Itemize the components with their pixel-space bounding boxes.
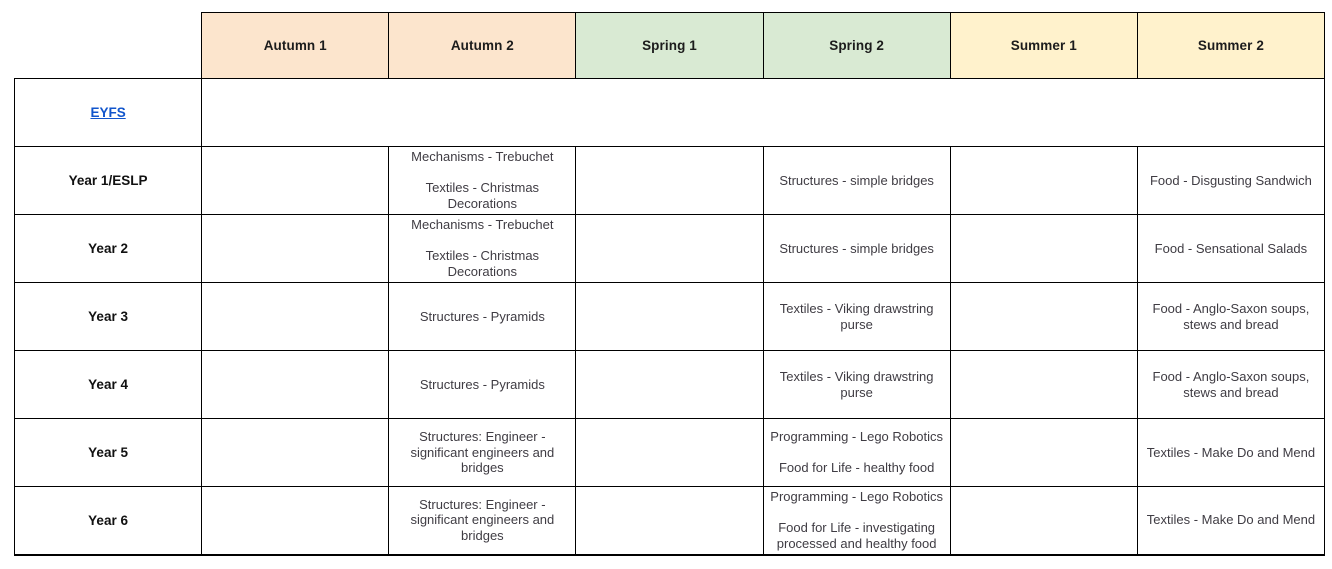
cell-year-3-autumn-2: Structures - Pyramids bbox=[388, 282, 577, 351]
cell-entry: Food - Anglo-Saxon soups, stews and brea… bbox=[1152, 300, 1310, 332]
cell-year-6-spring-2: Programming - Lego Robotics Food for Life… bbox=[762, 485, 951, 556]
column-header-autumn-1: Autumn 1 bbox=[201, 12, 390, 79]
row-label-cell-year-6: Year 6 bbox=[13, 485, 203, 556]
cell-entry: Textiles - Christmas Decorations bbox=[425, 180, 540, 211]
cell-entry: Structures - Pyramids bbox=[419, 376, 545, 392]
cell-year-1-eslp-autumn-2: Mechanisms - Trebuchet Textiles - Christm… bbox=[388, 146, 577, 215]
cell-entry: Textiles - Christmas Decorations bbox=[425, 248, 540, 279]
row-label: Year 3 bbox=[88, 309, 128, 324]
column-header-spring-1: Spring 1 bbox=[575, 12, 764, 79]
row-label-cell-year-5: Year 5 bbox=[13, 418, 203, 487]
cell-year-4-summer-2: Food - Anglo-Saxon soups, stews and brea… bbox=[1136, 350, 1326, 419]
cell-entry: Food - Sensational Salads bbox=[1154, 240, 1308, 256]
row-label: Year 4 bbox=[88, 377, 128, 392]
merged-empty-cell-eyfs bbox=[201, 78, 1325, 147]
cell-entry: Mechanisms - Trebuchet bbox=[411, 149, 554, 165]
row-label-cell-year-3: Year 3 bbox=[13, 282, 203, 351]
cell-year-4-autumn-2: Structures - Pyramids bbox=[388, 350, 577, 419]
cell-year-5-summer-2: Textiles - Make Do and Mend bbox=[1136, 418, 1326, 487]
table-row-year-1-eslp: Year 1/ESLP Mechanisms - Trebuchet Textile… bbox=[13, 146, 1326, 215]
cell-year-6-spring-1 bbox=[575, 485, 764, 556]
cell-year-6-summer-2: Textiles - Make Do and Mend bbox=[1136, 485, 1326, 556]
cell-year-4-spring-2: Textiles - Viking drawstring purse bbox=[762, 350, 951, 419]
cell-year-2-autumn-1 bbox=[201, 214, 390, 283]
cell-year-5-spring-2: Programming - Lego Robotics Food for Life… bbox=[762, 418, 951, 487]
table-header: Autumn 1 Autumn 2 Spring 1 Spring 2 Summer 1… bbox=[15, 12, 1326, 79]
cell-year-4-autumn-1 bbox=[201, 350, 390, 419]
row-label-cell-year-2: Year 2 bbox=[13, 214, 203, 283]
cell-entry: Food for Life - healthy food bbox=[778, 460, 935, 475]
cell-entry: Programming - Lego Robotics bbox=[770, 489, 943, 504]
cell-year-3-spring-2: Textiles - Viking drawstring purse bbox=[762, 282, 951, 351]
cell-year-1-eslp-summer-1 bbox=[949, 146, 1138, 215]
cell-entry: Structures - Pyramids bbox=[419, 308, 545, 324]
cell-year-6-summer-1 bbox=[949, 485, 1138, 556]
column-header-spring-2: Spring 2 bbox=[762, 12, 951, 79]
corner-cell bbox=[15, 13, 202, 79]
row-label: Year 2 bbox=[88, 241, 128, 256]
cell-year-5-autumn-1 bbox=[201, 418, 390, 487]
row-label-cell-year-1-eslp: Year 1/ESLP bbox=[13, 146, 203, 215]
column-header-autumn-2: Autumn 2 bbox=[388, 12, 577, 79]
table-row-year-3: Year 3 Structures - Pyramids Textiles - Vi… bbox=[13, 282, 1326, 351]
cell-year-1-eslp-summer-2: Food - Disgusting Sandwich bbox=[1136, 146, 1326, 215]
cell-year-2-spring-2: Structures - simple bridges bbox=[762, 214, 951, 283]
cell-entry: Textiles - Viking drawstring purse bbox=[779, 368, 934, 400]
cell-year-1-eslp-spring-1 bbox=[575, 146, 764, 215]
row-label: Year 1/ESLP bbox=[68, 173, 148, 188]
row-label-cell-eyfs: EYFS bbox=[13, 78, 203, 147]
cell-year-5-spring-1 bbox=[575, 418, 764, 487]
cell-entry: Structures: Engineer - significant engin… bbox=[410, 496, 555, 544]
cell-year-1-eslp-autumn-1 bbox=[201, 146, 390, 215]
cell-year-5-autumn-2: Structures: Engineer - significant engin… bbox=[388, 418, 577, 487]
header-row: Autumn 1 Autumn 2 Spring 1 Spring 2 Summer 1… bbox=[15, 12, 1326, 79]
cell-entry: Food - Anglo-Saxon soups, stews and brea… bbox=[1152, 368, 1310, 400]
cell-entry: Structures - simple bridges bbox=[779, 172, 934, 188]
cell-entry: Structures: Engineer - significant engin… bbox=[410, 428, 555, 476]
row-label: Year 5 bbox=[88, 445, 128, 460]
table-row-year-5: Year 5 Structures: Engineer - significant… bbox=[13, 418, 1326, 487]
cell-entry: Textiles - Viking drawstring purse bbox=[779, 300, 934, 332]
table-row-eyfs: EYFS bbox=[13, 78, 1325, 147]
column-header-summer-1: Summer 1 bbox=[949, 12, 1138, 79]
cell-year-6-autumn-1 bbox=[201, 485, 390, 556]
cell-year-3-summer-1 bbox=[949, 282, 1138, 351]
cell-year-4-spring-1 bbox=[575, 350, 764, 419]
cell-year-3-summer-2: Food - Anglo-Saxon soups, stews and brea… bbox=[1136, 282, 1326, 351]
table-row-year-4: Year 4 Structures - Pyramids Textiles - Vi… bbox=[13, 350, 1326, 419]
row-label-cell-year-4: Year 4 bbox=[13, 350, 203, 419]
cell-entry: Food for Life - investigating processed … bbox=[776, 519, 937, 551]
cell-year-6-autumn-2: Structures: Engineer - significant engin… bbox=[388, 485, 577, 556]
cell-year-2-autumn-2: Mechanisms - Trebuchet Textiles - Christm… bbox=[388, 214, 577, 283]
cell-entry: Mechanisms - Trebuchet bbox=[411, 217, 554, 233]
column-header-summer-2: Summer 2 bbox=[1136, 12, 1326, 79]
cell-year-4-summer-1 bbox=[949, 350, 1138, 419]
cell-entry: Textiles - Make Do and Mend bbox=[1146, 512, 1316, 528]
cell-entry: Textiles - Make Do and Mend bbox=[1146, 444, 1316, 460]
table-body: EYFS Year 1/ESLP Mechanisms - Trebuchet Tex… bbox=[13, 78, 1326, 556]
row-label: Year 6 bbox=[88, 512, 128, 528]
cell-year-2-spring-1 bbox=[575, 214, 764, 283]
cell-entry: Structures - simple bridges bbox=[779, 240, 934, 256]
eyfs-link[interactable]: EYFS bbox=[90, 105, 126, 120]
cell-year-2-summer-2: Food - Sensational Salads bbox=[1136, 214, 1326, 283]
cell-year-2-summer-1 bbox=[949, 214, 1138, 283]
cell-year-5-summer-1 bbox=[949, 418, 1138, 487]
cell-entry: Programming - Lego Robotics bbox=[770, 429, 943, 445]
table-row-year-6: Year 6 Structures: Engineer - significant… bbox=[13, 485, 1326, 556]
curriculum-table: Autumn 1 Autumn 2 Spring 1 Spring 2 Summer 1… bbox=[13, 12, 1326, 556]
table-row-year-2: Year 2 Mechanisms - Trebuchet Textiles - C… bbox=[13, 214, 1326, 283]
cell-year-1-eslp-spring-2: Structures - simple bridges bbox=[762, 146, 951, 215]
cell-year-3-spring-1 bbox=[575, 282, 764, 351]
cell-entry: Food - Disgusting Sandwich bbox=[1149, 172, 1312, 188]
cell-year-3-autumn-1 bbox=[201, 282, 390, 351]
